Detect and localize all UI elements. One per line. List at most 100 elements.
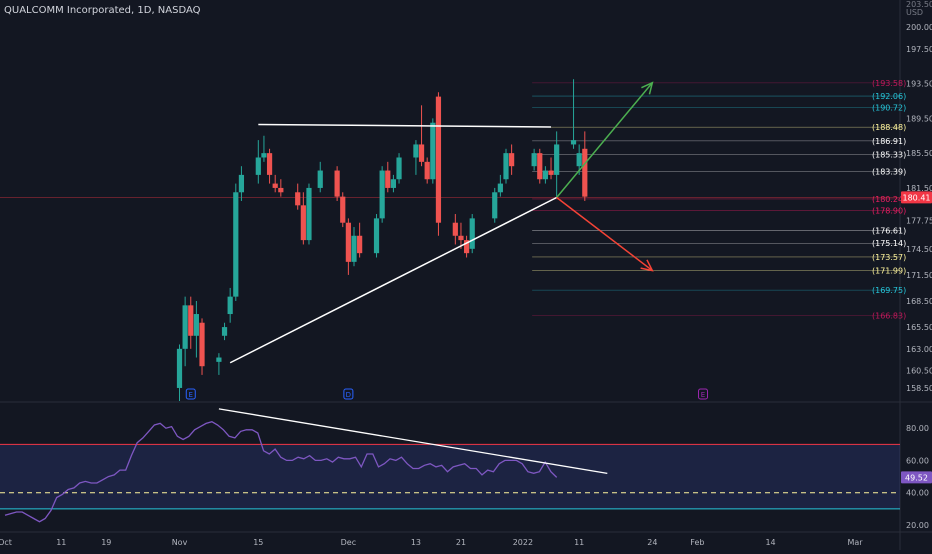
candle-up (238, 166, 245, 201)
fib-level-label: (180.24) (872, 195, 906, 204)
fib-level-label: (171.99) (872, 267, 906, 276)
candle-down (385, 161, 391, 193)
candle-body (317, 170, 323, 188)
candle-body (492, 192, 498, 219)
time-axis-tick-label: 13 (411, 538, 421, 547)
candle-down (418, 105, 425, 167)
last-price-tag-label: 180.41 (903, 193, 931, 202)
time-axis-tick-label: 24 (647, 538, 657, 547)
candle-body (340, 196, 346, 223)
candle-down (435, 92, 442, 236)
candle-body (503, 153, 509, 180)
candle-body (542, 170, 548, 180)
fib-level-label: (192.06) (872, 92, 906, 101)
candle-body (193, 314, 199, 336)
fib-level-label: (183.39) (872, 167, 906, 176)
rsi-last-value-box (901, 471, 932, 484)
candle-up (306, 183, 312, 245)
candle-body (452, 222, 458, 236)
candle-body (188, 305, 194, 336)
price-axis-tick-label: 189.50 (906, 114, 932, 123)
candle-body (509, 153, 515, 167)
candle-body (345, 222, 351, 262)
resistance-line (258, 123, 552, 128)
candle-down (266, 148, 273, 184)
time-axis-tick-label: Nov (172, 538, 188, 547)
candle-up (531, 148, 537, 171)
candle-up (193, 300, 199, 358)
price-axis-tick-label: 174.50 (906, 245, 932, 254)
last-price-tag: 180.41 (901, 191, 932, 204)
time-axis-tick-label: 2022 (513, 538, 533, 547)
candle-body (379, 170, 385, 219)
candle-up (430, 118, 436, 184)
time-axis: Oct 11 19 Nov 15 Dec 13 21 2022 11 24 Feb 14 Mar (0, 538, 863, 547)
time-axis-tick-label: 14 (765, 538, 775, 547)
candle-down (188, 296, 194, 349)
candle-body (266, 153, 273, 175)
candle-body (458, 235, 464, 241)
rsi-last-value-label: 49.52 (905, 473, 928, 482)
candle-up (182, 296, 188, 367)
candle-body (182, 305, 188, 349)
candle-down (357, 222, 363, 258)
candle-down (199, 318, 205, 375)
candle-up (503, 148, 509, 184)
candle-up (379, 166, 385, 223)
candle-down (509, 144, 515, 175)
candle-body (227, 296, 233, 315)
candle-up (221, 322, 228, 341)
candle-body (199, 322, 205, 367)
price-axis-tick-label: 193.50 (906, 80, 932, 89)
event-marker-box (343, 388, 354, 400)
candle-up (227, 287, 233, 323)
price-axis-tick-label: 181.50 (906, 184, 932, 193)
candle-down (272, 174, 278, 193)
fib-level-label: (175.14) (872, 239, 906, 248)
rsi-line (4, 420, 558, 523)
time-axis-tick-label: Mar (847, 538, 863, 547)
candle-body (413, 144, 419, 158)
fib-level-label: (166.83) (872, 312, 906, 321)
rsi-axis: 80.00 60.00 40.00 20.00 (906, 424, 929, 530)
price-axis-tick-label: 160.50 (906, 367, 932, 376)
time-axis-tick-label: Dec (341, 538, 356, 547)
candle-down (458, 222, 464, 249)
fib-level-label: (178.90) (872, 207, 906, 216)
candle-down (295, 183, 301, 210)
time-axis-tick-label: Feb (690, 538, 704, 547)
candle-body (176, 348, 183, 388)
candle-down (340, 192, 346, 228)
rsi-last-value-tag: 49.52 (901, 471, 932, 484)
bearish-arrow (556, 196, 653, 272)
candle-body (435, 96, 442, 223)
candle-body (306, 187, 312, 241)
candle-body (334, 170, 340, 197)
candle-up (413, 140, 419, 175)
fib-level-label: (176.61) (872, 226, 906, 235)
fib-level-label: (188.48) (872, 123, 906, 132)
candle-up (497, 174, 503, 197)
candle-body (396, 157, 402, 180)
price-axis-tick-label: 197.50 (906, 45, 932, 54)
candle-body (418, 144, 425, 162)
candle-body (385, 170, 391, 188)
price-axis-currency: USD (906, 8, 923, 17)
candle-series (176, 79, 588, 401)
price-axis-tick-label: 203.50 (906, 0, 932, 9)
candle-body (295, 192, 301, 206)
event-marker: E (185, 388, 196, 400)
candle-down (345, 218, 351, 275)
event-marker: D (343, 388, 354, 400)
candle-up (570, 79, 577, 149)
event-marker-label: D (346, 391, 351, 399)
candle-body (430, 122, 436, 180)
last-price-tag-box (901, 191, 932, 204)
time-axis-tick-label: 11 (56, 538, 66, 547)
fib-level-label: (169.75) (872, 286, 906, 295)
candle-body (554, 144, 560, 175)
